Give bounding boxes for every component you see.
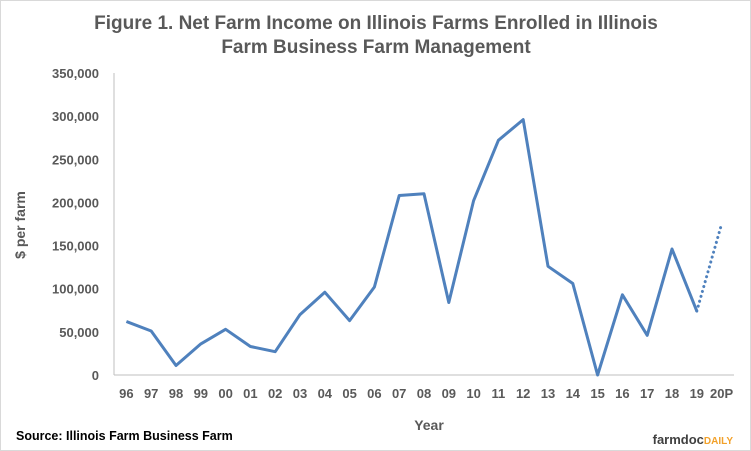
logo-part-1: farmdoc [653, 432, 704, 447]
y-tick-label: 250,000 [52, 152, 99, 167]
x-tick-label: 17 [640, 386, 654, 401]
x-tick-label: 11 [492, 386, 506, 401]
x-tick-label: 97 [144, 386, 158, 401]
x-tick-label: 14 [566, 386, 581, 401]
x-tick-label: 02 [268, 386, 282, 401]
x-tick-label: 04 [318, 386, 333, 401]
chart-title-line-1: Figure 1. Net Farm Income on Illinois Fa… [94, 13, 658, 34]
y-tick-label: 0 [92, 368, 99, 383]
x-tick-label: 00 [218, 386, 232, 401]
y-tick-label: 300,000 [52, 109, 99, 124]
x-tick-label: 09 [442, 386, 456, 401]
x-tick-label: 06 [367, 386, 381, 401]
y-tick-label: 50,000 [59, 325, 99, 340]
x-axis-title: Year [414, 417, 444, 433]
x-tick-label: 10 [466, 386, 480, 401]
farmdoc-daily-logo: farmdocDAILY [653, 432, 734, 447]
y-axis-ticks: 0 50,000 100,000 150,000 200,000 250,000 300,0… [52, 66, 99, 383]
x-tick-label: 03 [293, 386, 307, 401]
x-tick-label: 13 [541, 386, 555, 401]
y-tick-label: 150,000 [52, 239, 99, 254]
x-tick-label: 07 [392, 386, 406, 401]
x-tick-label: 15 [590, 386, 604, 401]
source-note: Source: Illinois Farm Business Farm [16, 429, 233, 443]
y-tick-label: 350,000 [52, 66, 99, 81]
projection-series-line [695, 222, 724, 313]
x-tick-label: 96 [119, 386, 133, 401]
x-axis-ticks: 96 97 98 99 00 01 02 03 04 05 06 07 08 09 10 11 12 13 14 15… [119, 386, 733, 401]
series-layer [125, 118, 724, 377]
x-tick-label: 08 [417, 386, 431, 401]
net-farm-income-series-line [125, 118, 699, 377]
y-tick-label: 200,000 [52, 195, 99, 210]
x-tick-label: 12 [516, 386, 530, 401]
x-tick-label: 18 [665, 386, 679, 401]
x-tick-label: 19 [690, 386, 704, 401]
x-tick-label: 98 [169, 386, 183, 401]
x-tick-label: 16 [615, 386, 629, 401]
x-tick-label: 05 [342, 386, 356, 401]
y-tick-label: 100,000 [52, 282, 99, 297]
x-tick-label: 20P [710, 386, 733, 401]
logo-part-2: DAILY [704, 436, 733, 447]
y-axis-title: $ per farm [12, 191, 28, 259]
x-tick-label: 99 [194, 386, 208, 401]
x-tick-label: 01 [243, 386, 257, 401]
chart-title-line-2: Farm Business Farm Management [221, 37, 531, 58]
